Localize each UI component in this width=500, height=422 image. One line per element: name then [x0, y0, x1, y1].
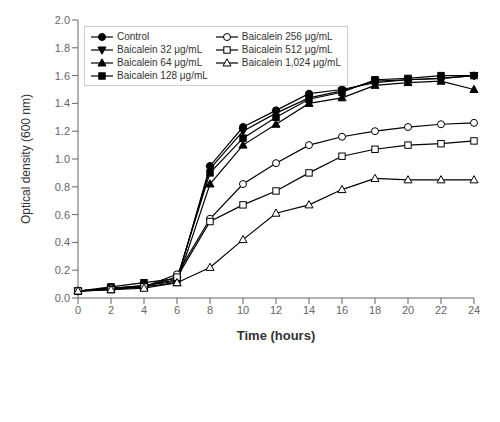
svg-text:18: 18: [369, 304, 381, 316]
svg-text:1.2: 1.2: [55, 125, 70, 137]
svg-text:24: 24: [468, 304, 480, 316]
svg-text:0.8: 0.8: [55, 181, 70, 193]
svg-text:1.4: 1.4: [55, 97, 70, 109]
svg-text:0.2: 0.2: [55, 264, 70, 276]
svg-text:22: 22: [435, 304, 447, 316]
svg-text:0.4: 0.4: [55, 236, 70, 248]
svg-text:Optical density (600 nm): Optical density (600 nm): [19, 94, 33, 224]
svg-text:0.0: 0.0: [55, 292, 70, 304]
html-text:Baicalein 512 μg/mL: Baicalein 512 μg/mL: [241, 44, 333, 55]
html-text:Baicalein 64 μg/mL: Baicalein 64 μg/mL: [117, 57, 203, 68]
svg-text:14: 14: [303, 304, 315, 316]
svg-text:1.6: 1.6: [55, 70, 70, 82]
svg-text:10: 10: [237, 304, 249, 316]
svg-text:8: 8: [207, 304, 213, 316]
svg-text:1.0: 1.0: [55, 153, 70, 165]
svg-text:20: 20: [402, 304, 414, 316]
svg-text:0: 0: [75, 304, 81, 316]
svg-text:4: 4: [141, 304, 147, 316]
svg-text:1.8: 1.8: [55, 42, 70, 54]
svg-text:0.6: 0.6: [55, 209, 70, 221]
html-text:Baicalein 1,024 μg/mL: Baicalein 1,024 μg/mL: [241, 57, 341, 68]
html-text:Baicalein 128 μg/mL: Baicalein 128 μg/mL: [117, 70, 208, 81]
html-text:Control: Control: [117, 31, 150, 42]
html-text:Baicalein 256 μg/mL: Baicalein 256 μg/mL: [241, 31, 333, 42]
svg-text:Time (hours): Time (hours): [237, 328, 316, 343]
svg-text:16: 16: [336, 304, 348, 316]
svg-text:2: 2: [108, 304, 114, 316]
svg-text:2.0: 2.0: [55, 14, 70, 26]
svg-text:6: 6: [174, 304, 180, 316]
html-text:Baicalein 32 μg/mL: Baicalein 32 μg/mL: [117, 44, 203, 55]
svg-text:12: 12: [270, 304, 282, 316]
